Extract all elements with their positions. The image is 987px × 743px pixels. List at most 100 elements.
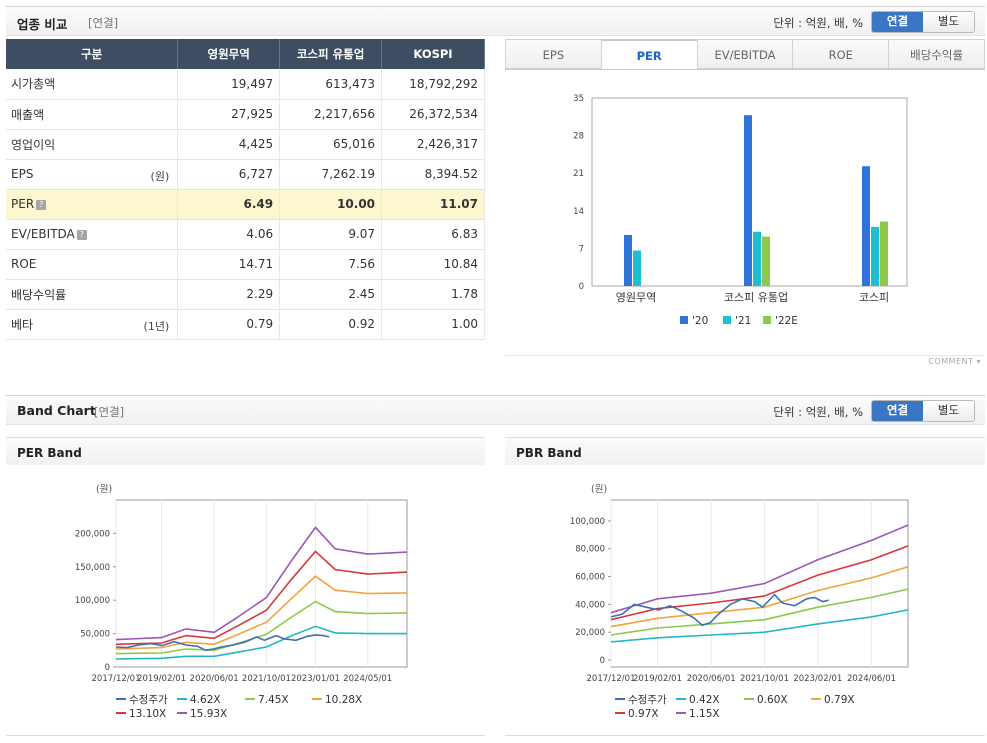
y-tick-label: 0 xyxy=(600,656,605,666)
y-tick-label: 7 xyxy=(579,244,584,254)
series-line xyxy=(610,545,909,621)
row-unit-note: (원) xyxy=(150,169,170,183)
value-cell: 2,217,656 xyxy=(279,99,383,130)
legend-label: 0.79X xyxy=(824,694,855,706)
series-line xyxy=(115,600,408,655)
x-tick-label: 2017/12/01 xyxy=(92,674,141,684)
row-label: 영업이익 xyxy=(11,137,56,152)
compare-basis: [연결] xyxy=(88,16,119,30)
help-icon[interactable]: ? xyxy=(36,200,47,210)
y-tick-label: 20,000 xyxy=(575,628,605,638)
y-tick-label: 0 xyxy=(579,282,584,292)
series-line xyxy=(115,634,330,652)
pbr-band-chart: (원) 0 20,000 40,000 60,000 80,000 100,000 2017/… xyxy=(570,484,909,720)
row-label: 배당수익률 xyxy=(11,287,67,302)
value-cell: 6,727 xyxy=(177,159,281,190)
table-row: 베타 (1년) 0.79 0.92 1.00 xyxy=(6,309,485,340)
bar-21-0 xyxy=(633,250,641,286)
value-cell: 7,262.19 xyxy=(279,159,383,190)
legend-swatch xyxy=(763,316,771,324)
row-label: PER xyxy=(11,197,35,211)
bar-20-1 xyxy=(744,115,752,286)
row-label: 매출액 xyxy=(11,107,45,122)
tab-eps[interactable]: EPS xyxy=(505,39,601,69)
y-unit-label: (원) xyxy=(591,484,607,495)
y-unit-label: (원) xyxy=(96,484,112,495)
value-cell: 2,426,317 xyxy=(381,129,485,160)
series-line xyxy=(610,609,909,643)
y-tick-label: 40,000 xyxy=(575,600,605,610)
legend-label: 수정주가 xyxy=(129,694,168,706)
value-cell: 2.45 xyxy=(279,279,383,310)
table-row: 영업이익 4,425 65,016 2,426,317 xyxy=(6,129,485,160)
pbr-band-title: PBR Band xyxy=(516,446,582,460)
y-tick-label: 80,000 xyxy=(575,545,605,555)
legend-label: 7.45X xyxy=(258,694,289,706)
pbr-band-header: PBR Band xyxy=(505,437,985,465)
row-label-cell: 배당수익률 xyxy=(6,279,179,310)
value-cell: 0.79 xyxy=(177,309,281,340)
tab-per[interactable]: PER xyxy=(600,39,697,69)
legend-label: 0.97X xyxy=(628,708,659,720)
tab-ev-ebitda[interactable]: EV/EBITDA xyxy=(696,39,793,69)
panel-divider xyxy=(505,735,985,736)
y-tick-label: 21 xyxy=(573,169,584,179)
value-cell: 19,497 xyxy=(177,69,281,100)
legend-label: 1.15X xyxy=(689,708,720,720)
table-row: 시가총액 19,497 613,473 18,792,292 xyxy=(6,69,485,100)
y-tick-label: 200,000 xyxy=(75,529,110,539)
value-cell: 0.92 xyxy=(279,309,383,340)
y-tick-label: 28 xyxy=(573,132,584,142)
series-line xyxy=(610,588,909,636)
x-tick-label: 2024/05/01 xyxy=(343,674,392,684)
x-tick-label: 2017/12/01 xyxy=(587,674,636,684)
value-cell: 4.06 xyxy=(177,219,281,250)
legend-label: '21 xyxy=(735,315,751,327)
band-basis: [연결] xyxy=(94,405,125,419)
value-cell: 1.00 xyxy=(381,309,485,340)
y-tick-label: 14 xyxy=(573,207,584,217)
value-cell: 9.07 xyxy=(279,219,383,250)
comparison-table-body: 시가총액 19,497 613,473 18,792,292 매출액 27,925 2,21… xyxy=(6,69,485,340)
value-cell: 4,425 xyxy=(177,129,281,160)
row-label: EPS xyxy=(11,167,34,181)
row-label-cell: PER? xyxy=(6,189,179,220)
row-label-cell: ROE xyxy=(6,249,179,280)
compare-toggle: 연결 별도 xyxy=(871,11,975,33)
tab-dividend-yield[interactable]: 배당수익률 xyxy=(888,39,985,69)
x-tick-label: 2021/10/01 xyxy=(740,674,789,684)
band-separate-button[interactable]: 별도 xyxy=(923,401,974,421)
band-consolidated-button[interactable]: 연결 xyxy=(872,401,923,421)
table-row: EV/EBITDA? 4.06 9.07 6.83 xyxy=(6,219,485,250)
bar-22E-2 xyxy=(880,221,888,286)
consolidated-button[interactable]: 연결 xyxy=(872,12,923,32)
band-title: Band Chart xyxy=(17,403,96,418)
value-cell: 2.29 xyxy=(177,279,281,310)
compare-header: 업종 비교 [연결] 단위 : 억원, 배, % 연결 별도 xyxy=(6,6,985,36)
comment-toggle[interactable]: COMMENT ▾ xyxy=(928,357,981,366)
table-row: 배당수익률 2.29 2.45 1.78 xyxy=(6,279,485,310)
panel-divider xyxy=(6,735,485,736)
separate-button[interactable]: 별도 xyxy=(923,12,974,32)
comparison-table: 구분 영원무역 코스피 유통업 KOSPI 시가총액 19,497 613,473 1… xyxy=(6,39,485,340)
row-label-cell: 영업이익 xyxy=(6,129,179,160)
per-band-title: PER Band xyxy=(17,446,82,460)
table-row: PER? 6.49 10.00 11.07 xyxy=(6,189,485,220)
tab-roe[interactable]: ROE xyxy=(792,39,889,69)
row-unit-note: (1년) xyxy=(143,319,170,333)
legend-label: '22E xyxy=(775,315,798,327)
row-label-cell: EPS (원) xyxy=(6,159,179,190)
value-cell: 65,016 xyxy=(279,129,383,160)
value-cell: 26,372,534 xyxy=(381,99,485,130)
legend-label: 수정주가 xyxy=(628,694,667,706)
value-cell: 10.84 xyxy=(381,249,485,280)
row-label-cell: 시가총액 xyxy=(6,69,179,100)
column-header: 구분 xyxy=(6,39,179,69)
series-line xyxy=(115,575,408,650)
x-tick-label: 영원무역 xyxy=(616,291,656,304)
x-tick-label: 2019/02/01 xyxy=(137,674,186,684)
x-tick-label: 2021/10/01 xyxy=(242,674,291,684)
x-tick-label: 2020/06/01 xyxy=(190,674,239,684)
help-icon[interactable]: ? xyxy=(76,230,87,240)
metric-tabs: EPS PER EV/EBITDA ROE 배당수익률 xyxy=(505,39,985,70)
